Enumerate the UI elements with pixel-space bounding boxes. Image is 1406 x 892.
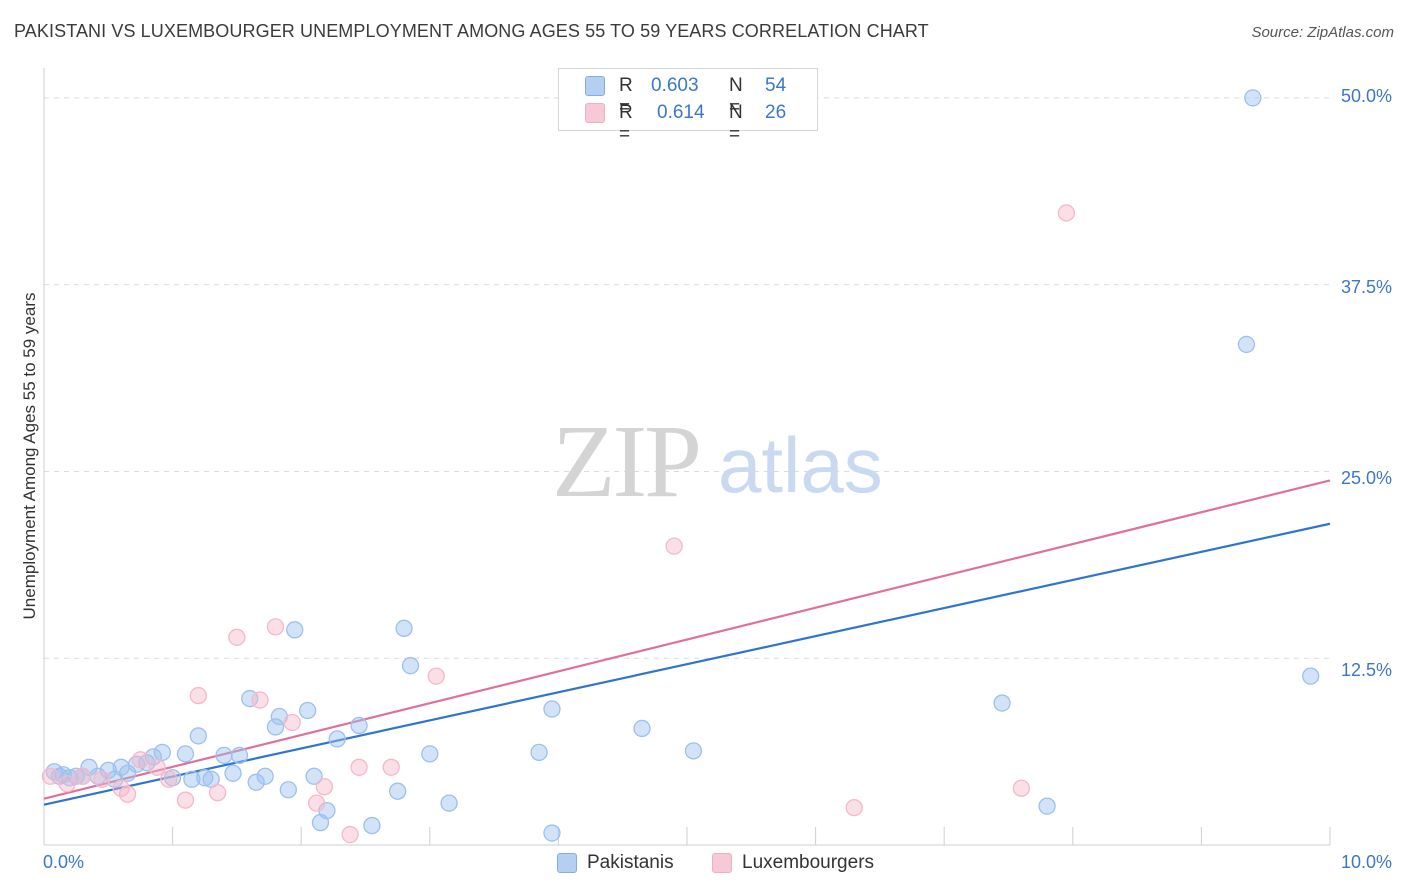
- data-point: [118, 785, 137, 803]
- bottom-legend-label: Luxembourgers: [742, 852, 875, 873]
- legend-n-value: 54: [765, 75, 787, 96]
- data-point: [118, 764, 137, 782]
- pakistanis-points: [45, 89, 1320, 842]
- data-point: [266, 718, 285, 736]
- data-point: [350, 716, 368, 735]
- data-point: [183, 770, 201, 788]
- data-point: [427, 667, 445, 685]
- x-tick-label-max: 10.0%: [1340, 852, 1392, 872]
- data-point: [286, 621, 304, 639]
- data-point: [228, 628, 246, 646]
- legend-r-label: R =: [619, 102, 633, 145]
- legend-r-value: 0.603: [651, 75, 699, 96]
- data-point: [388, 782, 407, 800]
- data-point: [401, 657, 420, 675]
- data-point: [283, 713, 301, 732]
- data-point: [350, 758, 368, 776]
- data-point: [80, 758, 98, 776]
- data-point: [305, 767, 323, 785]
- data-point: [665, 537, 683, 555]
- data-point: [176, 745, 195, 763]
- data-point: [230, 746, 249, 764]
- legend-swatch-luxembourgers: [585, 103, 605, 123]
- legend-swatch-pakistanis: [585, 76, 605, 96]
- data-point: [1057, 204, 1076, 222]
- data-point: [684, 742, 703, 760]
- data-point: [131, 751, 150, 769]
- axes: [43, 68, 1331, 846]
- data-point: [196, 769, 214, 787]
- data-point: [256, 767, 274, 785]
- data-point: [633, 719, 651, 738]
- data-point: [363, 816, 381, 835]
- source-credit: Source: ZipAtlas.com: [1251, 24, 1394, 41]
- data-point: [421, 745, 439, 763]
- data-point: [298, 701, 317, 720]
- data-point: [41, 767, 60, 785]
- bottom-legend-swatch-luxembourgers: [712, 853, 732, 873]
- data-point: [1244, 89, 1262, 107]
- data-point: [279, 781, 297, 799]
- data-point: [148, 758, 166, 776]
- data-point: [543, 824, 561, 842]
- data-point: [530, 743, 548, 762]
- correlation-legend: R = 0.603 N = 54 R = 0.614 N = 26: [558, 68, 818, 145]
- legend-n-label: N =: [729, 75, 743, 118]
- data-point: [993, 694, 1011, 712]
- data-point: [153, 743, 171, 762]
- gridlines: [44, 97, 1330, 659]
- data-point: [1012, 779, 1031, 797]
- data-points: [41, 89, 1320, 844]
- bottom-legend-label: Pakistanis: [587, 852, 674, 873]
- pakistanis-trend-line: [43, 522, 1331, 806]
- data-point: [189, 727, 207, 745]
- data-point: [382, 758, 400, 776]
- y-tick-label-37-5: 37.5%: [1340, 277, 1392, 297]
- y-tick-label-25: 25.0%: [1340, 468, 1392, 488]
- luxembourgers-trend-line: [43, 479, 1331, 800]
- data-point: [395, 619, 413, 637]
- data-point: [224, 764, 242, 782]
- data-point: [543, 700, 561, 718]
- y-tick-label-12-5: 12.5%: [1340, 660, 1392, 680]
- data-point: [845, 798, 863, 817]
- trend-lines: [43, 479, 1331, 806]
- x-tick-label-min: 0.0%: [43, 852, 85, 872]
- y-tick-label-50: 50.0%: [1340, 86, 1392, 106]
- data-point: [176, 791, 195, 809]
- legend-r-label: R =: [619, 75, 633, 118]
- data-point: [73, 767, 92, 785]
- legend-n-label: N =: [729, 102, 743, 145]
- data-point: [247, 773, 265, 791]
- data-point: [341, 825, 359, 844]
- data-point: [112, 779, 130, 797]
- luxembourgers-points: [41, 204, 1076, 844]
- data-point: [144, 748, 162, 766]
- bottom-legend-swatch-pakistanis: [557, 853, 577, 873]
- legend-n-value: 26: [765, 102, 787, 123]
- data-point: [58, 775, 76, 793]
- legend-r-value: 0.614: [657, 102, 705, 123]
- chart-title: PAKISTANI VS LUXEMBOURGER UNEMPLOYMENT A…: [14, 21, 929, 41]
- data-point: [1237, 335, 1256, 354]
- data-point: [328, 730, 346, 748]
- data-point: [307, 794, 326, 812]
- data-point: [99, 761, 117, 779]
- data-point: [266, 618, 285, 636]
- data-point: [215, 746, 233, 764]
- data-point: [1302, 667, 1320, 685]
- y-axis-label: Unemployment Among Ages 55 to 59 years: [20, 292, 39, 620]
- data-point: [93, 770, 111, 788]
- data-point: [208, 784, 227, 802]
- data-point: [189, 686, 207, 705]
- data-point: [160, 770, 178, 788]
- data-point: [315, 778, 333, 796]
- data-point: [440, 794, 458, 812]
- watermark-zip: ZIP: [552, 404, 702, 519]
- data-point: [1038, 797, 1056, 815]
- data-point: [251, 691, 269, 709]
- watermark-atlas: atlas: [718, 421, 883, 509]
